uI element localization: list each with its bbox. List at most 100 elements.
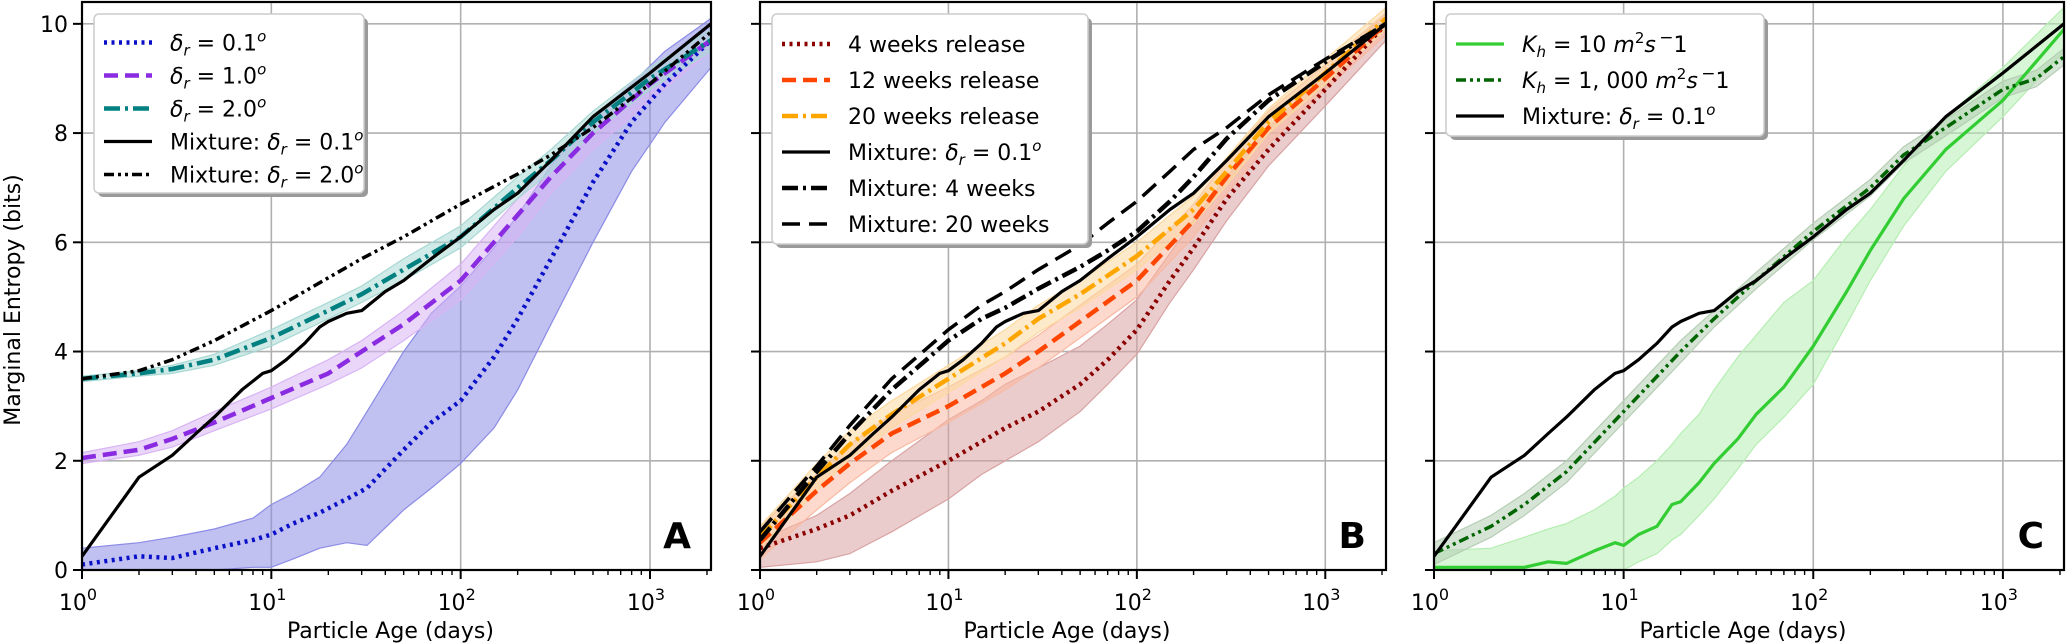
x-axis-label: Particle Age (days) (1640, 619, 1847, 644)
x-tick-exponent: 0 (87, 585, 97, 604)
series-line (760, 16, 1386, 539)
x-tick-exponent: 2 (466, 585, 476, 604)
y-tick-label: 10 (40, 13, 68, 38)
legend-symbol: δ (170, 65, 183, 90)
legend-unit-one: 1 (1715, 69, 1729, 94)
legend-superscript: o (1032, 137, 1041, 155)
legend-entry: δr = 2.0o (170, 94, 266, 126)
panel-letter: A (663, 516, 691, 557)
x-tick-exponent: 3 (655, 585, 665, 604)
y-tick-label: 6 (54, 231, 68, 256)
x-tick-base: 10 (627, 591, 655, 616)
legend-superscript: o (257, 94, 266, 112)
legend-prefix: 4 weeks release (848, 33, 1025, 58)
legend-entry: δr = 1.0o (170, 61, 266, 93)
legend-subscript: r (959, 151, 966, 169)
legend-subscript: r (183, 108, 190, 126)
x-tick-base: 10 (737, 591, 765, 616)
panel-letter: B (1339, 516, 1366, 557)
legend-unit-one: 1 (1673, 33, 1687, 58)
series-line (1434, 22, 2064, 558)
legend-superscript: o (257, 61, 266, 79)
panel-letter: C (2018, 516, 2044, 557)
legend-superscript: o (354, 160, 363, 178)
legend-superscript: o (1706, 101, 1715, 119)
legend-symbol: δ (267, 164, 280, 189)
legend-value: = 0.1 (287, 131, 354, 156)
legend-entry: δr = 0.1o (170, 28, 266, 60)
series-line (760, 21, 1386, 542)
legend-box (771, 13, 1089, 245)
legend-symbol: δ (170, 32, 183, 57)
x-ticks (1433, 570, 2061, 579)
legend-subscript: r (1633, 115, 1640, 133)
legend-subscript: h (1536, 43, 1546, 61)
x-tick-label: 103 (627, 585, 665, 616)
y-tick-label: 8 (54, 122, 68, 147)
x-tick-exponent: 2 (1142, 585, 1152, 604)
legend-symbol: K (1522, 33, 1538, 58)
x-tick-base: 10 (1601, 591, 1629, 616)
series-line (82, 38, 711, 382)
legend-prefix: 20 weeks release (848, 105, 1039, 130)
legend-value: = 0.1 (1639, 105, 1706, 130)
legend: 4 weeks release 12 weeks release 20 weeks … (771, 13, 1092, 248)
legend-entry: Mixture: 20 weeks (848, 213, 1049, 238)
x-tick-exponent: 0 (1439, 585, 1449, 604)
legend-value: = 1.0 (190, 65, 257, 90)
plot-area (1434, 6, 2064, 570)
legend-symbol: K (1522, 69, 1538, 94)
x-tick-exponent: 3 (2008, 585, 2018, 604)
legend-unit-s: s (1644, 33, 1655, 58)
legend-symbol: δ (1619, 105, 1632, 130)
legend-value: = 2.0 (287, 164, 354, 189)
series-line (82, 38, 711, 567)
x-axis-label: Particle Age (days) (964, 619, 1171, 644)
legend-entry: 12 weeks release (848, 69, 1039, 94)
legend-entry: Mixture: 4 weeks (848, 177, 1035, 202)
x-axis-label: Particle Age (days) (287, 619, 494, 644)
axes-frame (758, 0, 1388, 572)
x-tick-base: 10 (248, 591, 276, 616)
legend-box (93, 13, 365, 194)
x-tick-label: 102 (438, 585, 476, 616)
legend-prefix: Mixture: (170, 164, 267, 189)
axes-frame (1432, 0, 2066, 572)
x-tick-exponent: 0 (765, 585, 775, 604)
y-tick-label: 4 (54, 341, 68, 366)
legend-prefix: 12 weeks release (848, 69, 1039, 94)
legend-entry: Mixture: δr = 0.1o (1522, 101, 1715, 133)
x-tick-exponent: 1 (276, 585, 286, 604)
legend-subscript: h (1536, 79, 1546, 97)
x-tick-base: 10 (1114, 591, 1142, 616)
x-tick-label: 100 (59, 585, 97, 616)
legend-subscript: r (281, 141, 288, 159)
legend-unit-exp: 2 (1635, 29, 1645, 47)
series-band (1434, 6, 2064, 570)
x-tick-label: 101 (1601, 585, 1639, 616)
x-tick-base: 10 (925, 591, 953, 616)
x-tick-label: 101 (925, 585, 963, 616)
legend-unit-s: s (1686, 69, 1697, 94)
legend-symbol: δ (945, 141, 958, 166)
y-tick-label: 0 (54, 559, 68, 584)
legend-prefix: Mixture: (848, 141, 945, 166)
series-band (1434, 47, 2064, 566)
legend-subscript: r (183, 75, 190, 93)
x-tick-base: 10 (1411, 591, 1439, 616)
y-axis-label: Marginal Entropy (bits) (1, 174, 26, 426)
legend-entry: Kh = 1, 000 m2s −1 (1522, 64, 1729, 97)
legend-entry: Mixture: δr = 0.1o (848, 137, 1041, 169)
series-line (760, 22, 1386, 551)
series-line (82, 30, 711, 381)
x-tick-exponent: 2 (1818, 585, 1828, 604)
legend-value: = 10 (1546, 33, 1613, 58)
legend-entry: Kh = 10 m2s −1 (1522, 28, 1687, 61)
axes-frame (80, 0, 713, 572)
legend-superscript: o (257, 28, 266, 46)
x-tick-label: 100 (1411, 585, 1449, 616)
legend-prefix: Mixture: (170, 131, 267, 156)
